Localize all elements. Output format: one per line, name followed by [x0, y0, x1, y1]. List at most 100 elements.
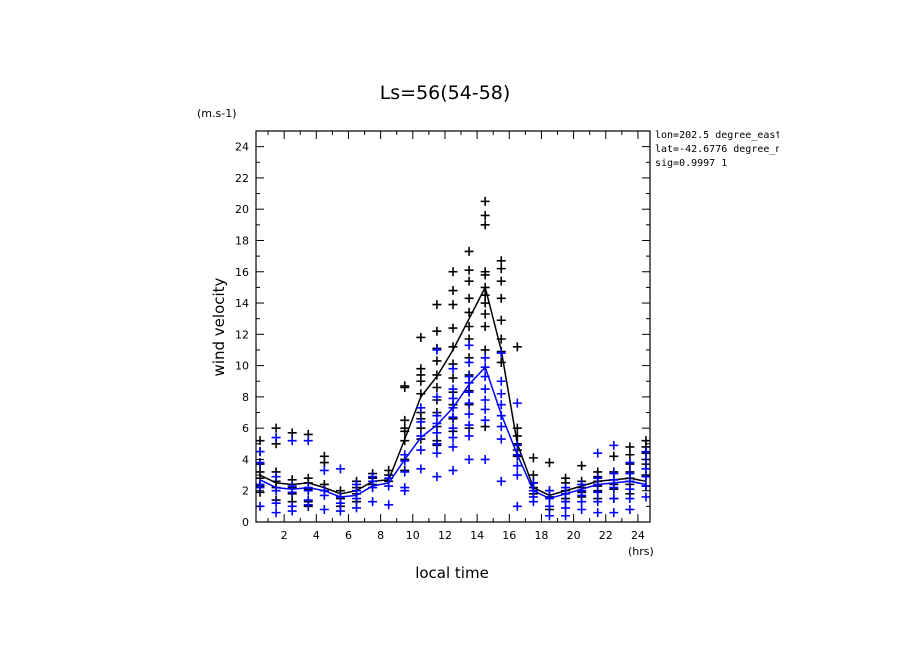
x-tick-label-6: 6	[345, 529, 352, 542]
series-2-point-15-6	[496, 434, 506, 444]
series-2-point-7-3	[368, 497, 378, 507]
series-2-point-12-7	[448, 442, 458, 452]
series-2-point-13-9	[464, 454, 474, 464]
series-1-point-1-0	[271, 423, 281, 433]
series-2-point-1-3	[271, 498, 281, 508]
series-2-point-12-8	[448, 465, 458, 475]
series-2-point-20-3	[577, 497, 587, 507]
series-2-point-23-0	[625, 458, 635, 468]
series-1-point-23-1	[625, 450, 635, 460]
series-2-point-12-0	[448, 364, 458, 374]
series-2-point-22-5	[609, 508, 619, 518]
y-axis-label: wind velocity	[210, 277, 228, 376]
series-2-point-14-0	[480, 353, 490, 363]
series-2-point-13-1	[464, 357, 474, 367]
series-1-point-9-2	[400, 415, 410, 425]
chart-title: Ls=56(54-58)	[380, 82, 511, 104]
series-2-point-21-4	[593, 497, 603, 507]
series-2-point-10-4	[416, 464, 426, 474]
y-tick-label-20: 20	[235, 203, 249, 216]
series-1-point-13-1	[464, 265, 474, 275]
y-tick-label-12: 12	[235, 328, 249, 341]
series-2-point-11-3	[432, 418, 442, 428]
x-tick-label-22: 22	[599, 529, 613, 542]
series-1-point-2-0	[287, 428, 297, 438]
series-2-point-23-5	[625, 504, 635, 514]
series-2-point-23-3	[625, 484, 635, 494]
series-1-point-18-0	[544, 458, 554, 468]
series-1-point-14-8	[480, 309, 490, 319]
series-1-point-14-6	[480, 290, 490, 300]
series-2-point-5-0	[335, 464, 345, 474]
series-2-point-14-6	[480, 415, 490, 425]
x-tick-label-16: 16	[502, 529, 516, 542]
series-2-point-13-7	[464, 420, 474, 430]
plot-frame	[255, 130, 651, 523]
series-2-point-18-2	[544, 501, 554, 511]
series-2-point-11-5	[432, 439, 442, 449]
x-tick-label-20: 20	[567, 529, 581, 542]
series-1-point-14-9	[480, 322, 490, 331]
series-2-point-23-4	[625, 494, 635, 504]
series-1-point-10-3	[416, 376, 426, 386]
series-1-point-15-1	[496, 264, 506, 274]
series-2-point-6-1	[352, 486, 362, 496]
series-2-point-23-1	[625, 469, 635, 479]
series-2-point-21-5	[593, 508, 603, 518]
series-2-point-19-4	[561, 511, 571, 521]
series-2-point-20-4	[577, 504, 587, 514]
info-lon: lon=202.5 degree_east	[655, 130, 781, 141]
x-tick-label-4: 4	[313, 529, 320, 542]
series-1-point-15-4	[496, 315, 506, 325]
series-1-point-12-6	[448, 373, 458, 383]
series-1-point-0-0	[255, 436, 265, 446]
series-2-point-15-0	[496, 348, 506, 358]
series-2-point-13-3	[464, 378, 474, 388]
x-tick-label-24: 24	[631, 529, 645, 542]
series-2-point-15-7	[496, 476, 506, 486]
y-tick-label-10: 10	[235, 360, 249, 373]
series-2-point-4-0	[319, 465, 329, 475]
series-2-point-9-1	[400, 456, 410, 466]
series-2	[255, 340, 651, 521]
series-2-point-2-4	[287, 506, 297, 516]
y-tick-label-24: 24	[235, 141, 249, 154]
series-2-point-16-4	[512, 470, 522, 480]
series-2-point-17-3	[528, 497, 538, 507]
series-2-point-13-6	[464, 409, 474, 419]
info-clip	[779, 128, 904, 172]
series-2-point-11-0	[432, 345, 442, 355]
series-1-point-14-10	[480, 345, 490, 355]
series-2-point-13-4	[464, 387, 474, 397]
series-2-point-3-4	[303, 500, 313, 510]
series-2-point-19-3	[561, 503, 571, 513]
series-2-point-12-1	[448, 384, 458, 394]
series-2-point-13-0	[464, 340, 474, 350]
series-1-point-13-3	[464, 293, 474, 303]
series-2-point-1-0	[271, 433, 281, 443]
series-2-point-9-2	[400, 467, 410, 477]
series-2-point-24-2	[641, 464, 651, 474]
series-2-point-5-2	[335, 498, 345, 508]
series-2-point-18-3	[544, 511, 554, 521]
series-2-point-1-4	[271, 508, 281, 518]
series-1-point-14-1	[480, 210, 490, 220]
series-2-point-13-5	[464, 398, 474, 408]
series-2-point-24-0	[641, 447, 651, 457]
series-2-point-4-3	[319, 504, 329, 514]
series-1-point-12-3	[448, 323, 458, 333]
series-2-point-6-3	[352, 503, 362, 513]
x-tick-label-10: 10	[406, 529, 420, 542]
x-tick-label-2: 2	[281, 529, 288, 542]
info-lat: lat=-42.6776 degree_north	[655, 144, 806, 155]
series-2-point-10-3	[416, 445, 426, 455]
series-2-point-16-0	[512, 398, 522, 408]
series-1-point-14-4	[480, 270, 490, 280]
series-2-point-22-3	[609, 483, 619, 493]
series-2-point-8-2	[384, 500, 394, 510]
series-1-point-11-3	[432, 356, 442, 366]
series-1-point-4-1	[319, 458, 329, 468]
series-2-point-22-4	[609, 494, 619, 504]
